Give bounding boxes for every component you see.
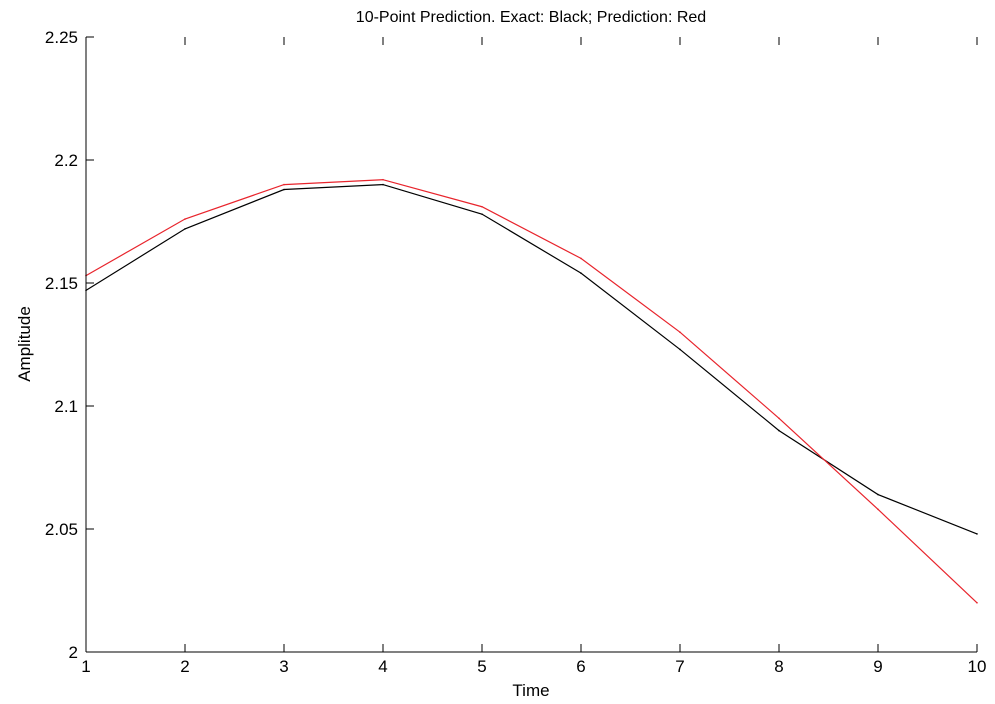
data-point [877,493,879,496]
data-series [85,178,978,604]
x-tick-label: 6 [576,657,585,676]
data-point [580,272,582,274]
data-point [679,348,681,351]
data-point [184,218,186,220]
data-point [184,228,186,230]
data-point [976,602,978,604]
data-point [481,213,483,215]
data-point [679,331,681,334]
data-point [976,533,978,535]
y-tick-label: 2.1 [54,397,78,416]
x-tick-label: 10 [968,657,987,676]
y-tick-label: 2.05 [45,520,78,539]
y-tick-label: 2.2 [54,151,78,170]
x-tick-label: 7 [675,657,684,676]
chart-title: 10-Point Prediction. Exact: Black; Predi… [356,9,706,26]
data-point [778,429,780,432]
data-point [580,257,582,260]
x-tick-label: 8 [774,657,783,676]
data-point [778,417,780,420]
x-axis-label: Time [512,681,549,700]
y-axis-label: Amplitude [15,306,34,382]
series-line-0 [85,183,978,535]
data-point [283,188,285,191]
x-tick-label: 5 [477,657,486,676]
y-tick-label: 2.25 [45,28,78,47]
x-tick-label: 9 [873,657,882,676]
series-line-1 [85,179,978,604]
x-tick-label: 2 [180,657,189,676]
y-tick-label: 2 [69,643,78,662]
x-tick-label: 3 [279,657,288,676]
data-point [382,183,384,186]
x-tick-label: 4 [378,657,387,676]
x-tick-label: 1 [81,657,90,676]
data-point [283,183,285,186]
data-point [877,508,879,511]
y-tick-label: 2.15 [45,274,78,293]
data-point [481,205,483,208]
data-point [382,178,384,181]
